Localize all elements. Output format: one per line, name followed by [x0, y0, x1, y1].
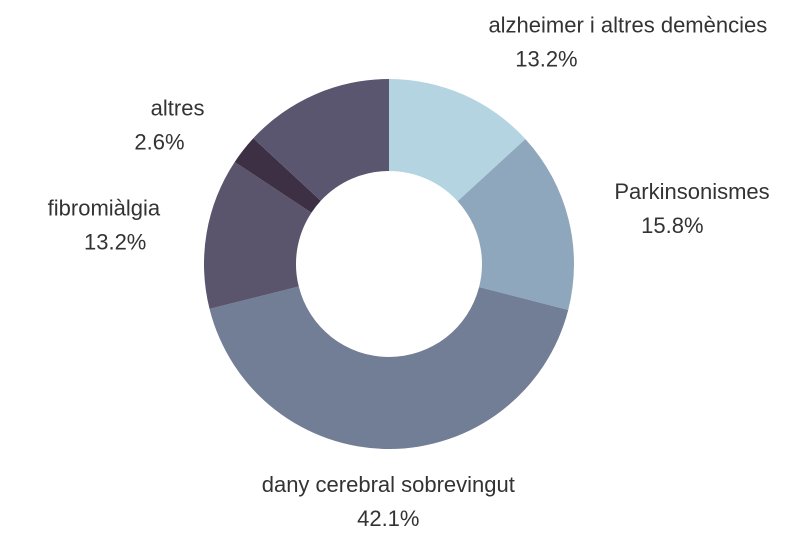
- donut-slice: [234, 138, 321, 213]
- slice-label: altres: [151, 96, 205, 121]
- slice-value-label: 13.2%: [84, 229, 146, 254]
- slice-label: dany cerebral sobrevingut: [262, 472, 515, 497]
- slice-label: alzheimer i altres demències: [488, 13, 767, 38]
- slice-value-label: 42.1%: [357, 506, 419, 531]
- slice-value-label: 13.2%: [515, 47, 577, 72]
- donut-slice: [209, 286, 569, 449]
- slice-value-label: 15.8%: [641, 213, 703, 238]
- slice-value-label: 2.6%: [134, 130, 184, 155]
- donut-slice: [253, 79, 389, 201]
- donut-slice: [203, 161, 312, 309]
- slice-label: Parkinsonismes: [614, 179, 769, 204]
- slice-label: fibromiàlgia: [48, 195, 161, 220]
- donut-slice: [389, 79, 526, 202]
- donut-slice: [457, 139, 574, 311]
